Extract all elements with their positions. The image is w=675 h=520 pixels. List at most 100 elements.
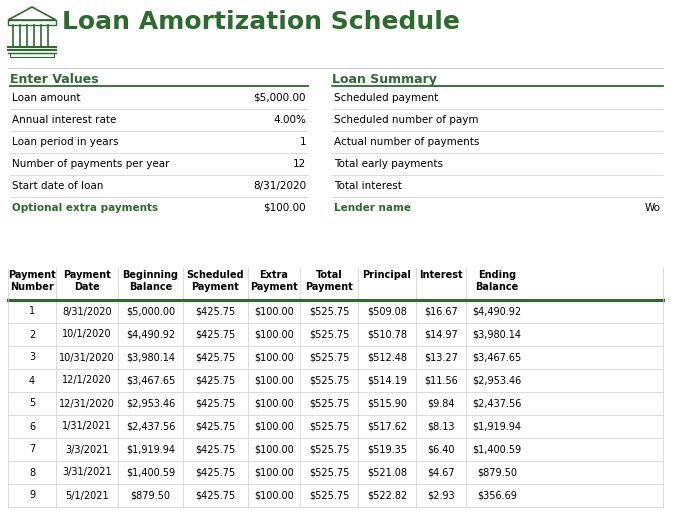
Text: $100.00: $100.00 — [254, 375, 294, 385]
Text: $1,400.59: $1,400.59 — [472, 445, 522, 454]
Text: Payment
Date: Payment Date — [63, 270, 111, 292]
Text: $9.84: $9.84 — [427, 398, 455, 409]
Text: 3/31/2021: 3/31/2021 — [62, 467, 112, 477]
Text: 3: 3 — [29, 353, 35, 362]
Text: $100.00: $100.00 — [254, 330, 294, 340]
Text: $100.00: $100.00 — [254, 422, 294, 432]
Text: $4,490.92: $4,490.92 — [472, 306, 522, 317]
Text: $1,919.94: $1,919.94 — [126, 445, 175, 454]
Text: $100.00: $100.00 — [254, 398, 294, 409]
Text: $525.75: $525.75 — [308, 422, 349, 432]
Text: $425.75: $425.75 — [195, 353, 236, 362]
Text: $14.97: $14.97 — [424, 330, 458, 340]
Text: Start date of loan: Start date of loan — [12, 181, 103, 191]
Text: 8: 8 — [29, 467, 35, 477]
Text: 5/1/2021: 5/1/2021 — [65, 490, 109, 500]
Text: $100.00: $100.00 — [254, 467, 294, 477]
Text: $425.75: $425.75 — [195, 467, 236, 477]
Text: $525.75: $525.75 — [308, 467, 349, 477]
Text: $510.78: $510.78 — [367, 330, 407, 340]
Text: $525.75: $525.75 — [308, 398, 349, 409]
Text: Scheduled number of paym: Scheduled number of paym — [334, 115, 479, 125]
Text: $425.75: $425.75 — [195, 445, 236, 454]
Text: $16.67: $16.67 — [424, 306, 458, 317]
Text: $1,400.59: $1,400.59 — [126, 467, 175, 477]
Text: $3,980.14: $3,980.14 — [472, 330, 522, 340]
Text: $519.35: $519.35 — [367, 445, 407, 454]
Text: Loan period in years: Loan period in years — [12, 137, 119, 147]
Text: Lender name: Lender name — [334, 203, 411, 213]
Text: Loan amount: Loan amount — [12, 93, 80, 103]
Text: $5,000.00: $5,000.00 — [126, 306, 175, 317]
Text: $3,980.14: $3,980.14 — [126, 353, 175, 362]
Text: 3/3/2021: 3/3/2021 — [65, 445, 109, 454]
Text: $525.75: $525.75 — [308, 353, 349, 362]
Text: $514.19: $514.19 — [367, 375, 407, 385]
Text: $5,000.00: $5,000.00 — [254, 93, 306, 103]
Text: 7: 7 — [29, 445, 35, 454]
Text: $425.75: $425.75 — [195, 375, 236, 385]
Text: Number of payments per year: Number of payments per year — [12, 159, 169, 169]
Text: 5: 5 — [29, 398, 35, 409]
Text: Scheduled payment: Scheduled payment — [334, 93, 438, 103]
Text: $425.75: $425.75 — [195, 422, 236, 432]
Text: 2: 2 — [29, 330, 35, 340]
Text: $13.27: $13.27 — [424, 353, 458, 362]
Text: Loan Summary: Loan Summary — [332, 73, 437, 86]
Text: 6: 6 — [29, 422, 35, 432]
Text: $425.75: $425.75 — [195, 398, 236, 409]
Text: $8.13: $8.13 — [427, 422, 455, 432]
Text: Extra
Payment: Extra Payment — [250, 270, 298, 292]
Text: $100.00: $100.00 — [263, 203, 306, 213]
Text: Total
Payment: Total Payment — [305, 270, 353, 292]
Text: 4: 4 — [29, 375, 35, 385]
Text: Payment
Number: Payment Number — [8, 270, 56, 292]
Text: $879.50: $879.50 — [130, 490, 171, 500]
Text: $425.75: $425.75 — [195, 306, 236, 317]
Text: Ending
Balance: Ending Balance — [475, 270, 518, 292]
Text: $3,467.65: $3,467.65 — [126, 375, 175, 385]
Text: 9: 9 — [29, 490, 35, 500]
Text: $879.50: $879.50 — [477, 467, 517, 477]
Text: Enter Values: Enter Values — [10, 73, 99, 86]
Text: $2,953.46: $2,953.46 — [126, 398, 175, 409]
Text: $4,490.92: $4,490.92 — [126, 330, 175, 340]
Bar — [10, 53, 54, 57]
Text: $425.75: $425.75 — [195, 490, 236, 500]
Text: Principal: Principal — [362, 270, 412, 280]
Text: Wo: Wo — [645, 203, 661, 213]
Text: $515.90: $515.90 — [367, 398, 407, 409]
Text: $100.00: $100.00 — [254, 490, 294, 500]
Text: Actual number of payments: Actual number of payments — [334, 137, 479, 147]
Text: $100.00: $100.00 — [254, 306, 294, 317]
Text: $425.75: $425.75 — [195, 330, 236, 340]
Text: 8/31/2020: 8/31/2020 — [62, 306, 112, 317]
Text: 12/1/2020: 12/1/2020 — [62, 375, 112, 385]
Text: 4.00%: 4.00% — [273, 115, 306, 125]
Text: Loan Amortization Schedule: Loan Amortization Schedule — [62, 10, 460, 34]
Text: $4.67: $4.67 — [427, 467, 455, 477]
Text: $525.75: $525.75 — [308, 375, 349, 385]
Text: $2,437.56: $2,437.56 — [126, 422, 176, 432]
Text: $512.48: $512.48 — [367, 353, 407, 362]
Text: $2,953.46: $2,953.46 — [472, 375, 522, 385]
Text: Optional extra payments: Optional extra payments — [12, 203, 158, 213]
Text: 12: 12 — [293, 159, 306, 169]
Text: 1: 1 — [300, 137, 306, 147]
Bar — [8, 20, 56, 25]
Text: $11.56: $11.56 — [424, 375, 458, 385]
Text: Interest: Interest — [419, 270, 463, 280]
Text: 1: 1 — [29, 306, 35, 317]
Text: $2,437.56: $2,437.56 — [472, 398, 522, 409]
Text: $1,919.94: $1,919.94 — [472, 422, 522, 432]
Text: Total early payments: Total early payments — [334, 159, 443, 169]
Text: $525.75: $525.75 — [308, 330, 349, 340]
Text: $509.08: $509.08 — [367, 306, 407, 317]
Text: 12/31/2020: 12/31/2020 — [59, 398, 115, 409]
Text: $517.62: $517.62 — [367, 422, 407, 432]
Text: Total interest: Total interest — [334, 181, 402, 191]
Text: 8/31/2020: 8/31/2020 — [253, 181, 306, 191]
Text: Beginning
Balance: Beginning Balance — [122, 270, 178, 292]
Text: $356.69: $356.69 — [477, 490, 517, 500]
Text: Scheduled
Payment: Scheduled Payment — [187, 270, 244, 292]
